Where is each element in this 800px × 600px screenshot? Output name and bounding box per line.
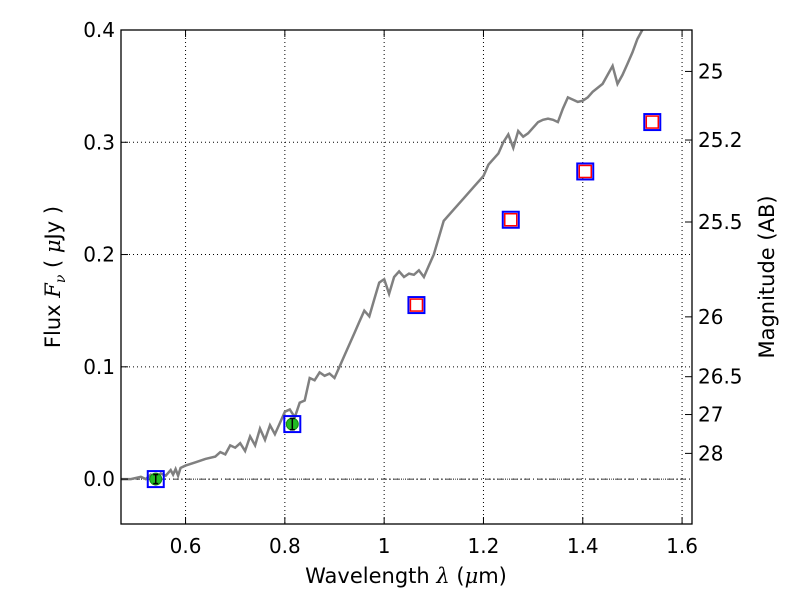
point-inner-box: [409, 298, 424, 312]
point-outer-box: [146, 470, 165, 489]
right-tick-label: 28: [698, 441, 723, 465]
spectrum-line: [121, 30, 644, 481]
photometry-point: [407, 296, 426, 315]
right-tick-label: 26: [698, 305, 723, 329]
photometry-point: [501, 210, 520, 229]
y-tick-label: 0.4: [83, 18, 115, 42]
x-tick-label: 0.6: [170, 534, 202, 558]
y-axis-label-right: Magnitude (AB): [755, 195, 779, 358]
right-tick-label: 27: [698, 403, 723, 427]
x-tick-label: 1.6: [666, 534, 698, 558]
tick-layer: [121, 29, 692, 524]
x-axis-label: Wavelength λ (μm): [305, 564, 507, 588]
photometry-point: [146, 470, 165, 489]
point-inner-box: [645, 115, 660, 129]
point-inner-box: [504, 212, 518, 227]
right-tick-label: 25.2: [698, 128, 743, 152]
y-tick-label: 0.0: [83, 467, 115, 491]
point-outer-box: [643, 113, 662, 132]
right-tick-label: 25: [698, 59, 723, 83]
y-tick-label: 0.2: [83, 243, 115, 267]
photometry-point: [576, 162, 595, 181]
x-tick-label: 1: [378, 534, 391, 558]
y-axis-label: Flux Fν ( μJy ): [41, 206, 69, 348]
y-tick-label: 0.3: [83, 130, 115, 154]
point-outer-box: [501, 210, 520, 229]
point-outer-box: [407, 296, 426, 315]
x-tick-label: 0.8: [269, 534, 301, 558]
label-layer: 0.6 0.8 1 1.2 1.4 1.6 0.0 0.1 0.2 0.3 0.4 25 25.2 25.…: [83, 18, 742, 558]
grid-layer: [121, 29, 692, 524]
line-layer: [121, 30, 644, 481]
point-outer-box: [576, 162, 595, 181]
point-inner-box: [578, 164, 592, 179]
right-tick-label: 26.5: [698, 365, 743, 389]
point-outer-box: [283, 415, 302, 434]
photometry-point: [643, 113, 662, 132]
x-tick-label: 1.2: [468, 534, 500, 558]
right-tick-label: 25.5: [698, 210, 743, 234]
marker-layer: [146, 113, 662, 489]
y-tick-label: 0.1: [83, 355, 115, 379]
photometry-point: [283, 415, 302, 434]
x-tick-label: 1.4: [567, 534, 599, 558]
plot-frame: [120, 29, 693, 525]
